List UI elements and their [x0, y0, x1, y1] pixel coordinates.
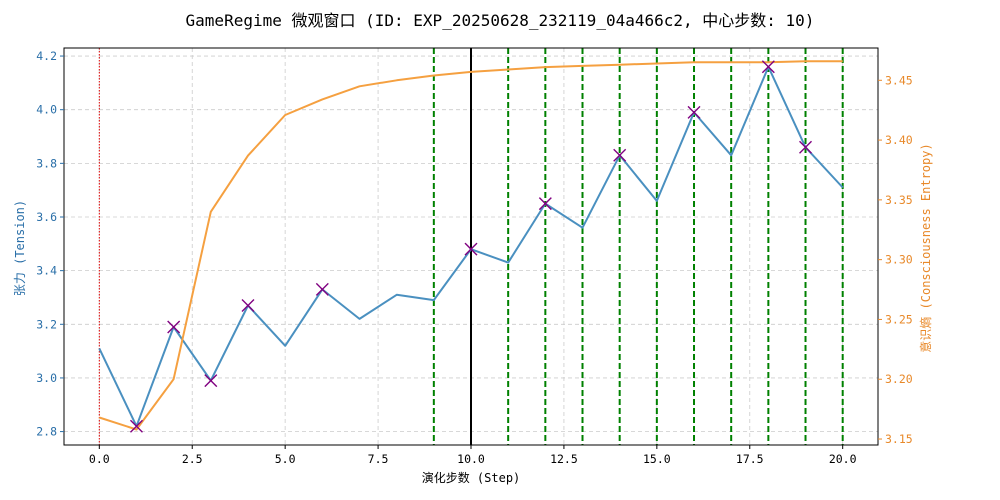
marker-step-10: [464, 242, 478, 256]
y-right-tick-label-2: 3.25: [885, 312, 913, 326]
y-right-tick-label-6: 3.45: [885, 73, 913, 87]
y-right-tick-label-0: 3.15: [885, 432, 913, 446]
y-right-axis-ticks: 3.15 3.20 3.25 3.30 3.35 3.40 3.45: [878, 73, 913, 446]
x-axis-ticks: 0.0 2.5 5.0 7.5 10.0 12.5 15.0 17.5 20.0: [89, 445, 857, 466]
marker-step-6: [315, 282, 329, 296]
marker-step-4: [241, 299, 255, 313]
y-left-tick-label-4: 3.6: [36, 210, 57, 224]
marker-step-2: [167, 320, 181, 334]
x-tick-label-4: 10.0: [457, 452, 485, 466]
vertical-markers: [98, 48, 844, 445]
entropy-line: [98, 60, 843, 431]
y-left-tick-label-0: 2.8: [36, 425, 57, 439]
marker-step-18: [761, 60, 775, 74]
y-left-tick-label-6: 4.0: [36, 103, 57, 117]
y-right-tick-label-1: 3.20: [885, 372, 913, 386]
marker-step-16: [687, 105, 701, 119]
y-left-axis-label: 张力 (Tension): [13, 200, 27, 296]
chart-title: GameRegime 微观窗口 (ID: EXP_20250628_232119…: [186, 11, 815, 30]
x-tick-label-2: 5.0: [275, 452, 296, 466]
marker-step-19: [799, 140, 813, 154]
x-axis-label: 演化步数 (Step): [422, 470, 521, 485]
y-right-tick-label-4: 3.35: [885, 193, 913, 207]
marker-step-14: [613, 148, 627, 162]
marker-step-1: [129, 419, 143, 433]
x-tick-label-3: 7.5: [368, 452, 389, 466]
y-left-tick-label-3: 3.4: [36, 264, 57, 278]
y-right-tick-label-3: 3.30: [885, 253, 913, 267]
y-left-tick-label-1: 3.0: [36, 371, 57, 385]
y-left-tick-label-5: 3.8: [36, 156, 57, 170]
x-tick-label-5: 12.5: [550, 452, 578, 466]
y-right-tick-label-5: 3.40: [885, 133, 913, 147]
y-left-axis-ticks: 2.8 3.0 3.2 3.4 3.6 3.8 4.0 4.2: [36, 49, 64, 439]
marker-step-3: [204, 374, 218, 388]
x-tick-label-6: 15.0: [643, 452, 671, 466]
y-left-tick-label-7: 4.2: [36, 49, 57, 63]
x-tick-label-7: 17.5: [736, 452, 764, 466]
x-markers: [129, 60, 813, 433]
x-tick-label-8: 20.0: [829, 452, 857, 466]
y-left-tick-label-2: 3.2: [36, 317, 57, 331]
y-right-axis-label: 意识熵 (Consciousness Entropy): [918, 143, 933, 352]
x-tick-label-1: 2.5: [182, 452, 203, 466]
x-tick-label-0: 0.0: [89, 452, 110, 466]
marker-step-12: [538, 197, 552, 211]
